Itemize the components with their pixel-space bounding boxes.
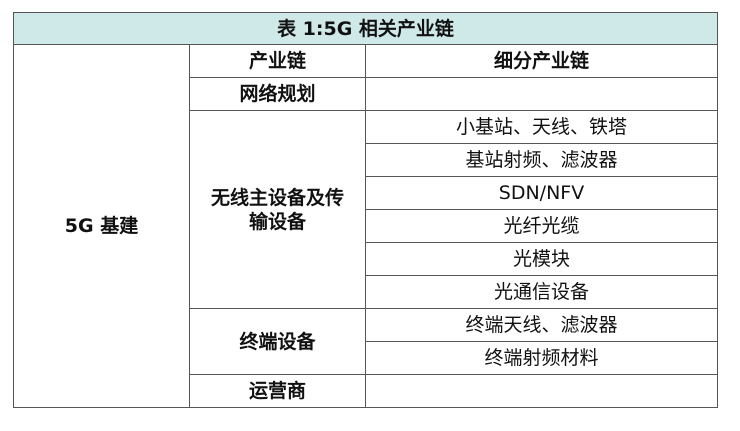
sub-chain-cell: 终端天线、滤波器 [365, 308, 718, 342]
sub-chain-cell [365, 77, 718, 111]
group-wireless: 无线主设备及传输设备 [189, 110, 366, 309]
sub-chain-cell [365, 374, 718, 408]
sub-chain-cell: 小基站、天线、铁塔 [365, 110, 718, 144]
sub-chain-cell: 光模块 [365, 242, 718, 276]
sub-chain-cell: 终端射频材料 [365, 341, 718, 375]
sub-chain-cell: 光纤光缆 [365, 209, 718, 243]
industry-chain-table: 表 1:5G 相关产业链 5G 基建 产业链 细分产业链 网络规划 无线主设备及… [13, 12, 718, 408]
group-network-planning: 网络规划 [189, 77, 366, 111]
group-wireless-label: 无线主设备及传输设备 [210, 186, 344, 233]
group-terminal: 终端设备 [189, 308, 366, 375]
header-chain: 产业链 [189, 44, 366, 78]
sub-chain-cell: SDN/NFV [365, 176, 718, 210]
sub-chain-cell: 光通信设备 [365, 275, 718, 309]
category-cell: 5G 基建 [13, 44, 190, 408]
table-title: 表 1:5G 相关产业链 [13, 12, 718, 45]
header-sub-chain: 细分产业链 [365, 44, 718, 78]
group-operator: 运营商 [189, 374, 366, 408]
sub-chain-cell: 基站射频、滤波器 [365, 143, 718, 177]
